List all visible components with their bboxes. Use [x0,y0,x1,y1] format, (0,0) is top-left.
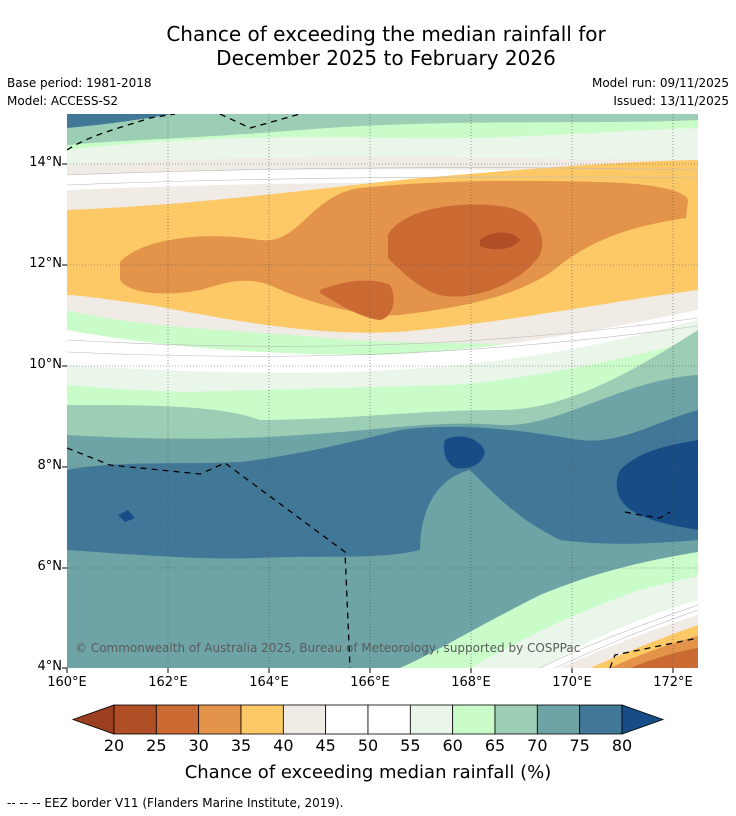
colorbar-swatch [494,704,538,735]
contour-lines [67,167,698,668]
gridlines [67,114,698,668]
colorbar [71,704,665,735]
map-title: Chance of exceeding the median rainfall … [0,22,736,70]
colorbar-tick-label: 35 [230,736,252,755]
y-label-12n: 12°N [29,256,62,271]
y-label-6n: 6°N [37,559,63,574]
y-label-8n: 8°N [37,458,63,473]
band-wettest-1 [443,436,485,469]
band-30-south [630,648,698,668]
colorbar-swatch [325,704,369,735]
x-label-168e: 168°E [451,675,491,690]
band-80-main [67,410,698,559]
colorbar-swatch [409,704,454,735]
colorbar-tick-label: 70 [527,736,548,755]
colorbar-swatch [536,704,581,735]
map-title-line2: December 2025 to February 2026 [216,46,556,70]
colorbar-extend-high [621,704,665,735]
band-60-middle [67,320,698,395]
colorbar-tick-label: 55 [400,736,421,755]
map-area [67,114,698,668]
axis-ticks [62,163,674,673]
colorbar-swatch [579,704,623,735]
colorbar-title: Chance of exceeding median rainfall (%) [184,762,552,783]
colorbar-tick-label: 60 [442,736,463,755]
colorbar-swatch [155,704,200,735]
x-label-166e: 166°E [350,675,390,690]
y-label-14n: 14°N [29,155,62,170]
band-wettest-2 [616,440,698,530]
colorbar-tick-label: 45 [315,736,336,755]
x-label-160e: 160°E [47,675,87,690]
colorbar-swatch [282,704,327,735]
map-title-line1: Chance of exceeding the median rainfall … [166,22,606,46]
colorbar-tick-label: 75 [569,736,590,755]
x-label-162e: 162°E [148,675,188,690]
eez-footnote: -- -- -- EEZ border V11 (Flanders Marine… [7,796,344,810]
band-65-middle [67,350,698,420]
band-30-main [388,204,543,297]
colorbar-tick-label: 80 [611,736,633,755]
colorbar-tick-label: 20 [103,736,125,755]
copyright-text: © Commonwealth of Australia 2025, Bureau… [75,641,581,655]
colorbar-swatch [198,704,242,735]
colorbar-extend-low [71,704,115,735]
model-run: Model run: 09/11/2025 [591,76,729,90]
band-wettest-4 [118,510,135,522]
eez-border [67,114,698,668]
meta-left: Base period: 1981-2018 Model: ACCESS-S2 [7,74,152,110]
colorbar-swatch [240,704,284,735]
y-label-10n: 10°N [29,357,62,372]
x-label-170e: 170°E [552,675,592,690]
y-label-4n: 4°N [37,659,63,674]
colorbar-tick-label: 25 [146,736,167,755]
meta-right: Model run: 09/11/2025 Issued: 13/11/2025 [592,74,729,110]
band-70-top [67,114,698,145]
band-30-minor [320,280,394,320]
x-label-172e: 172°E [653,675,693,690]
x-label-164e: 164°E [249,675,289,690]
colorbar-swatch [367,704,411,735]
band-75-bottom [67,569,370,668]
band-25 [480,232,520,250]
colorbar-swatch [113,704,157,735]
colorbar-tick-label: 40 [273,736,294,755]
issued-date: Issued: 13/11/2025 [613,94,729,108]
base-period: Base period: 1981-2018 [7,76,152,90]
model-name: Model: ACCESS-S2 [7,94,119,108]
colorbar-swatch [452,704,496,735]
band-75-top [67,114,170,128]
colorbar-tick-label: 65 [484,736,506,755]
band-50-middle [67,310,698,380]
colorbar-tick-label: 30 [188,736,209,755]
colorbar-tick-label: 50 [357,736,379,755]
